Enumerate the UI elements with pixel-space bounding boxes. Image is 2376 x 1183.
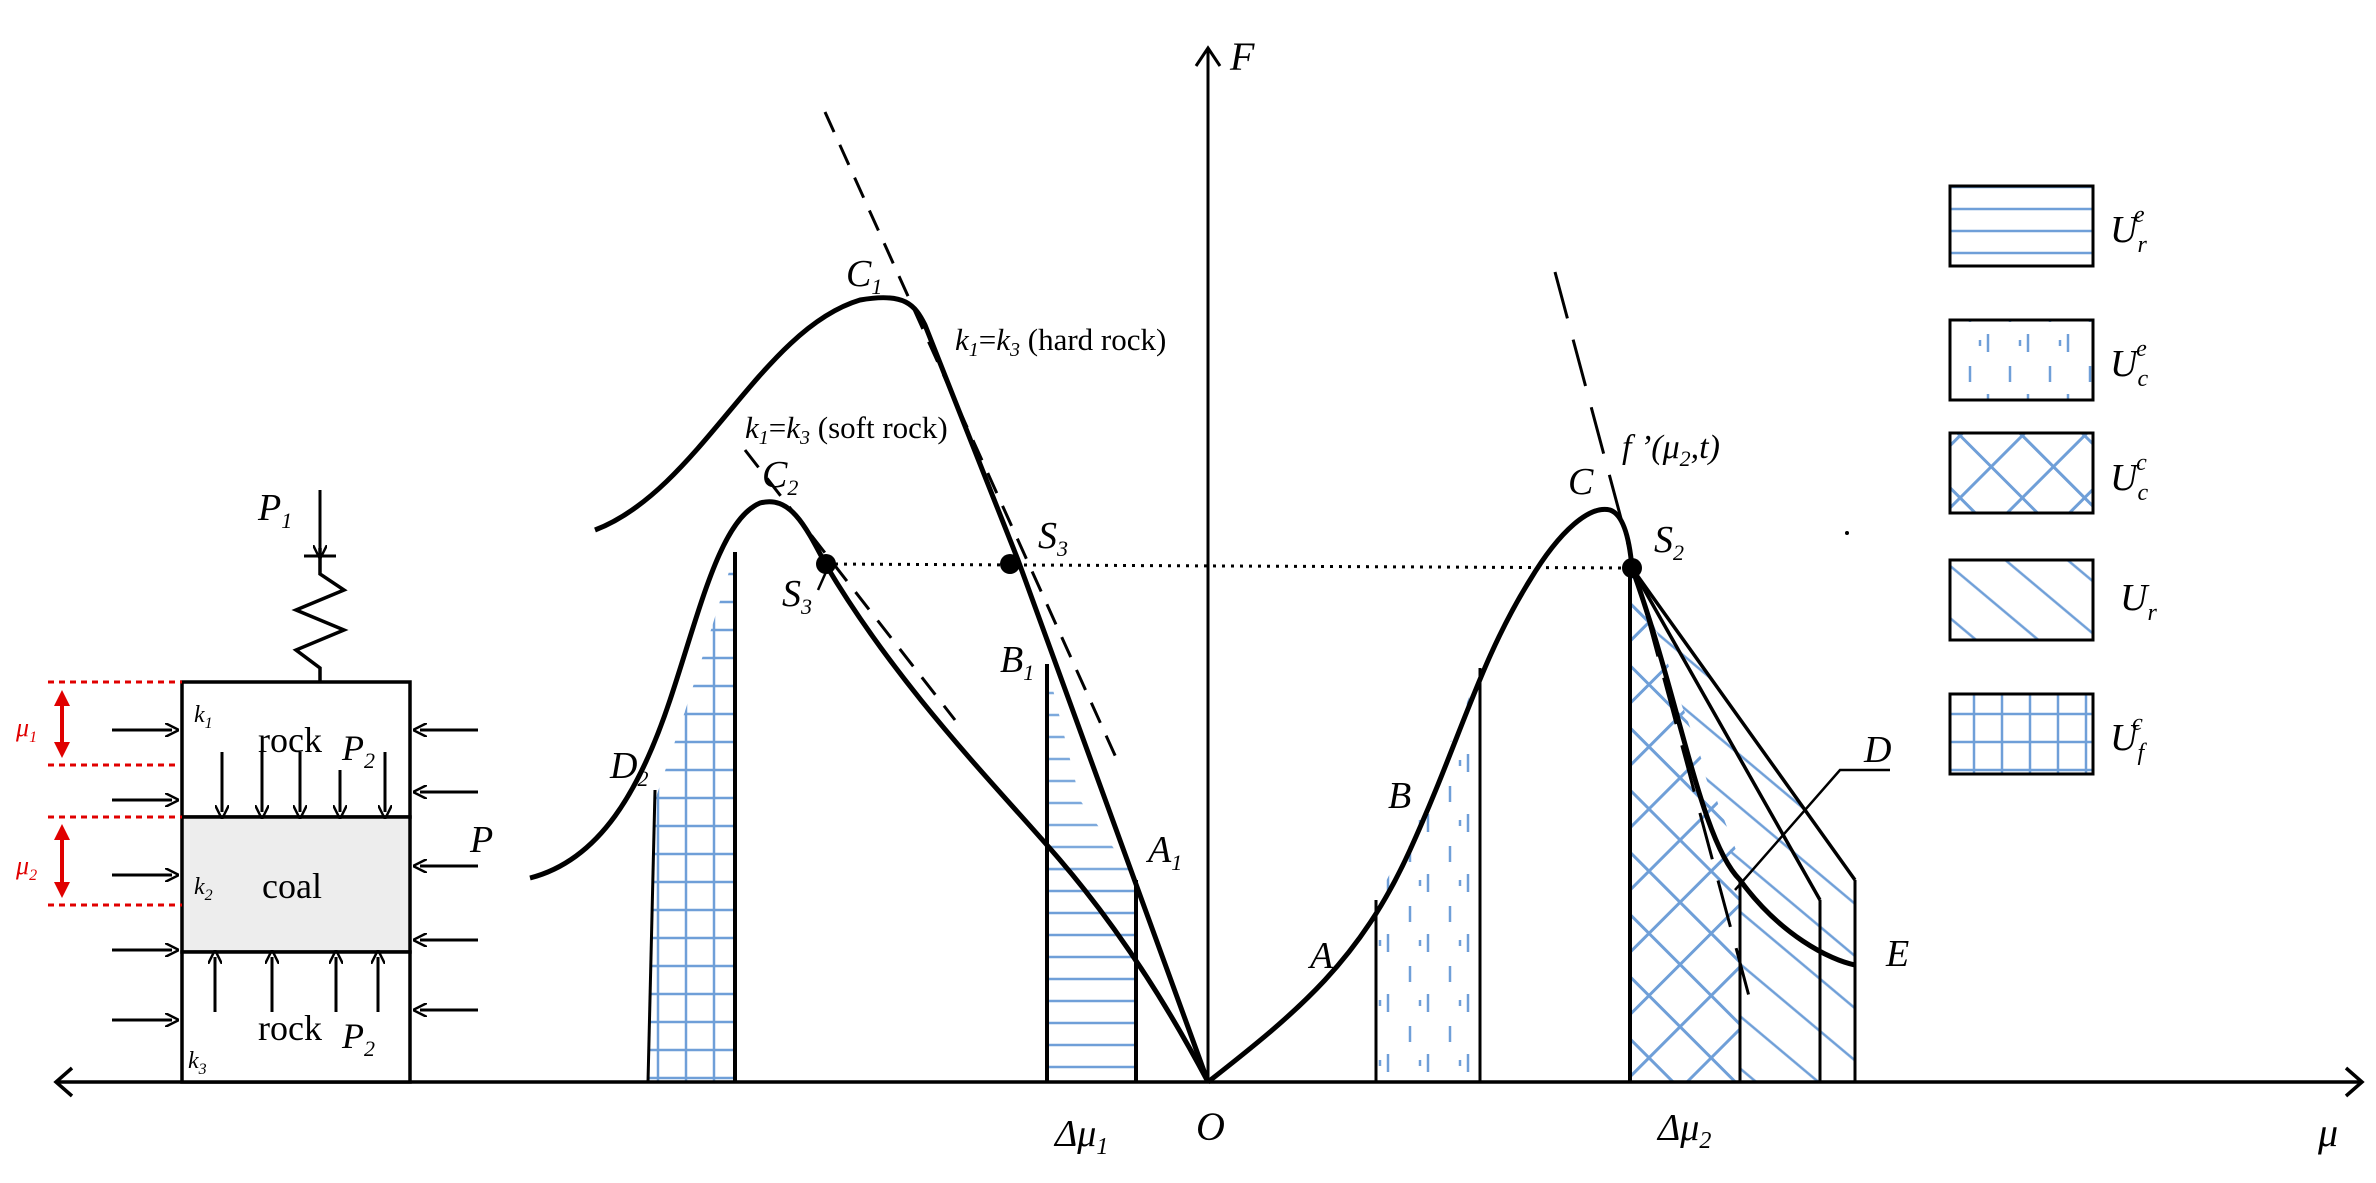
label-rock-top: rock xyxy=(258,720,322,760)
label-rock-bottom: rock xyxy=(258,1008,322,1048)
s3-lower-pointer xyxy=(816,571,828,591)
stray-dot xyxy=(1845,531,1849,535)
dmu2-label: Δμ2 xyxy=(1656,1107,1711,1154)
svg-text:Uce: Uce xyxy=(2110,336,2148,392)
dmu1-label: Δμ1 xyxy=(1053,1113,1108,1160)
spring-icon xyxy=(291,548,349,682)
label-s2: S2 xyxy=(1654,519,1684,565)
mu-axis-left-arrow xyxy=(53,1066,74,1098)
label-k1: k1 xyxy=(194,702,213,732)
mu2-marker: μ2 xyxy=(15,815,182,907)
label-c1: C1 xyxy=(846,253,882,299)
branch-upper xyxy=(1630,566,1857,882)
mu-axis-right-arrow xyxy=(2344,1066,2365,1098)
curve-coal-main xyxy=(1206,506,1856,1084)
dotted-s-level xyxy=(825,562,1631,570)
label-p2-bottom: P2 xyxy=(341,1016,375,1061)
label-c: C xyxy=(1568,461,1594,503)
tangent-s2 xyxy=(1553,271,1752,1001)
legend: Ure Uce Ucc Ur Ufc xyxy=(1948,184,2157,776)
label-a1: A1 xyxy=(1145,829,1182,875)
label-f-prime: f ’(μ2,t) xyxy=(1622,429,1720,471)
label-p: P xyxy=(469,819,493,861)
label-mu2: μ2 xyxy=(15,851,37,884)
label-p2-top: P2 xyxy=(341,728,375,773)
model-rock-bottom xyxy=(180,950,412,1084)
coal-rock-model: P1 P rock P2 k1 coal k2 rock P2 k3 xyxy=(15,487,493,1084)
branch-middle xyxy=(1630,567,1822,901)
tangent-soft-rock xyxy=(743,449,957,721)
point-s3-lower xyxy=(816,554,836,574)
hatch-region-b1-hlines xyxy=(1047,868,1136,1082)
f-axis-label: F xyxy=(1229,34,1255,79)
hatch-region-ab-dashes xyxy=(1376,670,1480,1082)
svg-text:Ucc: Ucc xyxy=(2110,450,2148,506)
p2-bottom-arrows xyxy=(215,957,378,1012)
label-soft-rock: k1=k3 (soft rock) xyxy=(745,410,948,449)
point-s3-upper xyxy=(1000,554,1020,574)
svg-text:Ure: Ure xyxy=(2110,202,2147,258)
label-p1: P1 xyxy=(257,487,292,533)
mu-axis-label: μ xyxy=(2317,1110,2338,1155)
mu1-marker: μ1 xyxy=(15,680,182,767)
legend-item-uf-c: Ufc xyxy=(1948,692,2147,776)
label-b: B xyxy=(1388,775,1411,817)
svg-text:Ur: Ur xyxy=(2120,577,2157,626)
label-hard-rock: k1=k3 (hard rock) xyxy=(955,322,1166,361)
hatch-region-post-peak-cross-2 xyxy=(1630,568,1740,1082)
label-d2: D2 xyxy=(609,745,648,791)
legend-item-uc-c: Ucc xyxy=(1948,431,2148,515)
label-s3-lower: S3 xyxy=(782,573,812,619)
label-k2: k2 xyxy=(194,874,213,904)
label-mu1: μ1 xyxy=(15,713,37,746)
hatch-region-post-peak-diag xyxy=(1630,568,1855,1082)
origin-label: O xyxy=(1196,1104,1225,1149)
label-a: A xyxy=(1307,935,1334,977)
tangent-hard-rock xyxy=(823,111,1120,763)
label-b1: B1 xyxy=(1000,639,1034,685)
svg-text:Ufc: Ufc xyxy=(2110,710,2147,766)
curve-c2-soft-rock xyxy=(529,499,1211,1084)
legend-item-ur: Ur xyxy=(1948,558,2157,642)
side-arrows-left xyxy=(112,730,172,1020)
p2-top-arrows xyxy=(222,752,385,812)
label-coal: coal xyxy=(262,866,322,906)
hatch-region-d2-grid xyxy=(648,552,735,1082)
label-d: D xyxy=(1863,729,1891,771)
d-pointer xyxy=(1734,768,1890,891)
label-k3: k3 xyxy=(188,1048,207,1078)
legend-item-ur-e: Ure xyxy=(1948,184,2147,268)
label-c2: C2 xyxy=(762,454,798,500)
point-s2 xyxy=(1622,558,1642,578)
side-arrows-right xyxy=(420,730,478,1010)
hatch-region-b1-upper-hlines xyxy=(1047,665,1136,882)
f-axis-arrow xyxy=(1194,45,1222,67)
label-e: E xyxy=(1885,933,1909,975)
label-s3-upper: S3 xyxy=(1038,515,1068,561)
legend-item-uc-e: Uce xyxy=(1948,318,2148,402)
vline-d2-left xyxy=(646,789,657,1083)
